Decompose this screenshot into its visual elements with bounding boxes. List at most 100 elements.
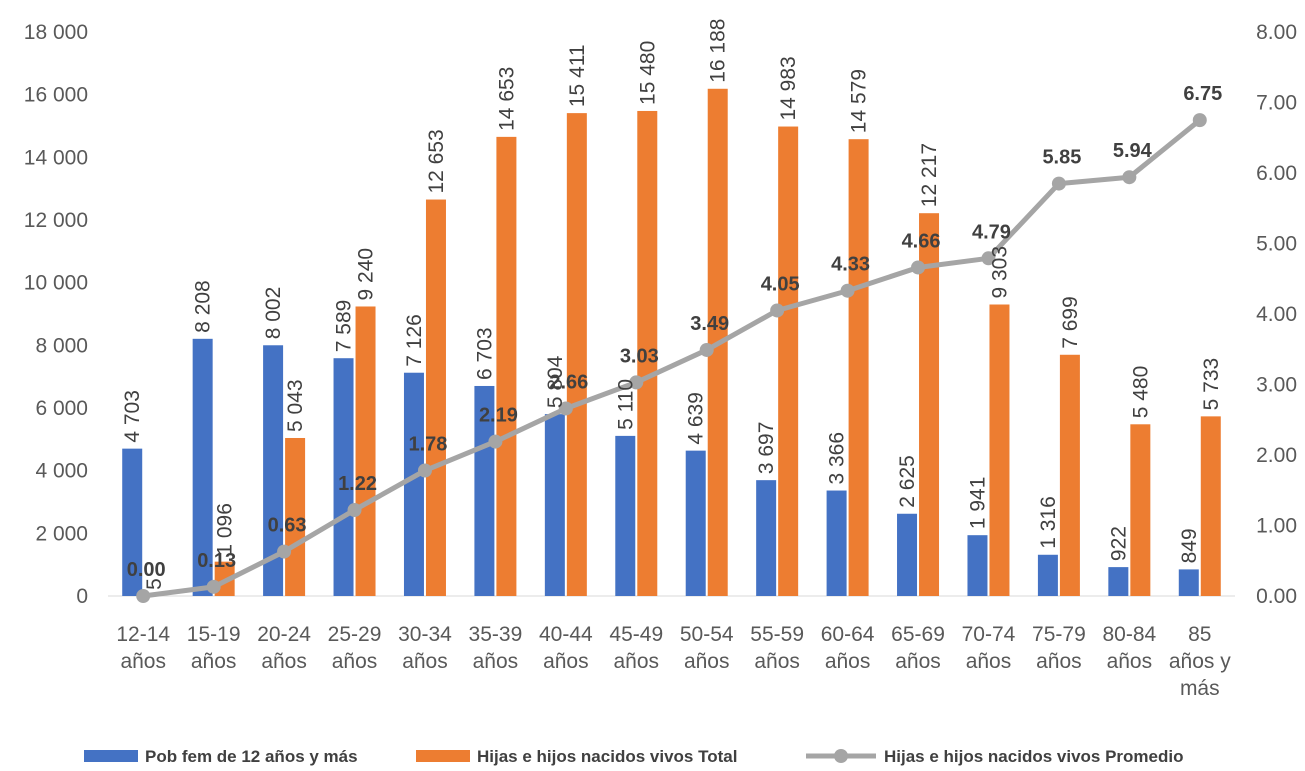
average-value-label: 4.33: [831, 254, 870, 276]
bar-value-label: 6 703: [473, 327, 496, 380]
bar-value-label: 3 697: [755, 422, 778, 475]
average-value-label: 4.79: [972, 221, 1011, 243]
bar-hijos-total: [1200, 416, 1221, 596]
bar-value-label: 7 126: [403, 314, 426, 367]
bar-pob-fem: [1037, 554, 1058, 596]
right-axis: 0.00 1.00 2.00 3.00 4.00 5.00 6.00 7.00 8.00: [1256, 21, 1297, 608]
category-label: 50-54: [680, 623, 734, 646]
average-point: [277, 544, 292, 559]
average-point: [1122, 170, 1137, 185]
category-label: años: [895, 650, 941, 673]
average-value-label: 2.66: [549, 371, 588, 393]
category-label: años: [261, 650, 307, 673]
bar-value-label: 5 043: [284, 379, 307, 432]
average-point: [347, 502, 362, 517]
category-label: años: [684, 650, 730, 673]
category-label: años: [825, 650, 871, 673]
average-value-label: 6.75: [1183, 83, 1222, 105]
category-label: 35-39: [469, 623, 523, 646]
bar-value-label: 9 303: [988, 246, 1011, 299]
bar-value-label: 14 579: [848, 69, 871, 133]
right-axis-tick-label: 4.00: [1256, 303, 1297, 326]
category-label: 55-59: [750, 623, 804, 646]
average-point: [1192, 113, 1207, 128]
category-label: 60-64: [821, 623, 875, 646]
average-point: [699, 342, 714, 357]
category-label: 30-34: [398, 623, 452, 646]
legend-swatch-hijos-total: [416, 750, 470, 762]
left-axis-tick-label: 6 000: [35, 397, 88, 420]
bar-value-label: 849: [1178, 528, 1201, 563]
category-label: 65-69: [891, 623, 945, 646]
category-label: años: [1036, 650, 1082, 673]
left-axis-tick-label: 12 000: [24, 209, 88, 232]
average-value-label: 4.66: [902, 230, 941, 252]
bar-value-label: 5 480: [1129, 366, 1152, 419]
right-axis-tick-label: 1.00: [1256, 515, 1297, 538]
right-axis-tick-label: 8.00: [1256, 21, 1297, 44]
category-label: 15-19: [187, 623, 241, 646]
average-point: [206, 579, 221, 594]
bar-pob-fem: [756, 480, 777, 596]
bar-pob-fem: [333, 358, 354, 596]
left-axis: 0 2 000 4 000 6 000 8 000 10 000 12 000 14 000 1…: [24, 21, 88, 608]
bar-hijos-total: [1130, 424, 1151, 596]
average-point: [488, 434, 503, 449]
average-value-label: 3.49: [690, 313, 729, 335]
bar-pob-fem: [685, 450, 706, 596]
bar-value-label: 15 480: [636, 41, 659, 105]
bar-value-label: 922: [1107, 526, 1130, 561]
bar-pob-fem: [544, 414, 565, 596]
category-label: 70-74: [962, 623, 1016, 646]
average-point: [770, 303, 785, 318]
average-point: [629, 375, 644, 390]
average-point: [558, 401, 573, 416]
left-axis-tick-label: 10 000: [24, 272, 88, 295]
right-axis-tick-label: 7.00: [1256, 92, 1297, 115]
left-axis-tick-label: 14 000: [24, 146, 88, 169]
category-label: 25-29: [328, 623, 382, 646]
average-line-path: [142, 118, 1202, 599]
bar-value-label: 3 366: [826, 432, 849, 485]
bar-hijos-total: [285, 437, 306, 596]
average-point: [417, 463, 432, 478]
category-label: años: [120, 650, 166, 673]
average-point: [911, 260, 926, 275]
average-point: [840, 283, 855, 298]
legend: Pob fem de 12 años y más Hijas e hijos na…: [84, 747, 1183, 766]
bar-value-label: 1 941: [966, 477, 989, 530]
average-value-label: 3.03: [620, 345, 659, 367]
bar-hijos-total: [919, 213, 940, 596]
category-label: 45-49: [609, 623, 663, 646]
average-value-label: 2.19: [479, 405, 518, 427]
average-value-label: 0.00: [127, 559, 166, 581]
data-labels: 4 703 8 208 8 002 7 589 7 126 6 703 5 804 5 110…: [121, 19, 1223, 590]
legend-label-pob-fem: Pob fem de 12 años y más: [145, 747, 358, 766]
average-value-label: 0.13: [197, 550, 236, 572]
bar-hijos-total: [355, 306, 376, 596]
bar-value-label: 5 110: [614, 379, 637, 430]
bar-value-label: 7 589: [333, 300, 356, 353]
category-label: años: [473, 650, 519, 673]
right-axis-tick-label: 0.00: [1256, 585, 1297, 608]
right-axis-tick-label: 2.00: [1256, 444, 1297, 467]
bar-hijos-total: [566, 113, 587, 596]
category-label: años: [754, 650, 800, 673]
legend-swatch-pob-fem: [84, 750, 138, 762]
average-value-label: 1.22: [338, 473, 377, 495]
bar-value-label: 2 625: [896, 455, 919, 508]
category-axis: 12-14 años 15-19 años 20-24 años 25-29 años 30-3…: [116, 623, 1231, 700]
bar-value-label: 7 699: [1059, 296, 1082, 349]
left-axis-tick-label: 8 000: [35, 334, 88, 357]
average-value-label: 5.94: [1113, 140, 1153, 162]
bar-value-label: 12 217: [918, 143, 941, 207]
bar-value-label: 16 188: [707, 19, 730, 83]
average-point: [1051, 176, 1066, 191]
legend-label-hijos-total: Hijas e hijos nacidos vivos Total: [477, 747, 737, 766]
bar-value-label: 12 653: [425, 129, 448, 193]
legend-marker-hijos-promedio: [834, 749, 848, 763]
category-label: años: [191, 650, 237, 673]
bar-value-label: 1 316: [1037, 496, 1060, 549]
bar-pob-fem: [192, 338, 213, 596]
bar-value-label: 5: [143, 578, 166, 590]
